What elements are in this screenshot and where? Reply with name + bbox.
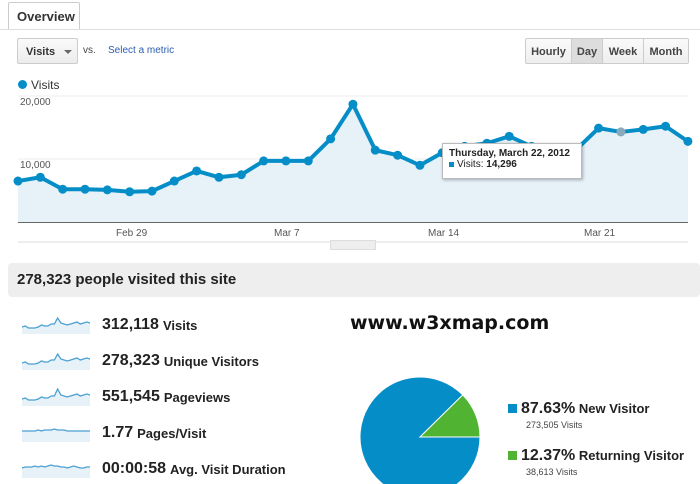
- data-point[interactable]: [102, 185, 112, 195]
- new-visitor-label: New Visitor: [578, 401, 650, 416]
- metric-label: Unique Visitors: [163, 353, 259, 369]
- x-tick: Mar 21: [584, 228, 616, 239]
- area-fill: [18, 104, 688, 222]
- data-point[interactable]: [236, 170, 246, 180]
- metric-label: Pages/Visit: [137, 425, 207, 441]
- data-point[interactable]: [147, 186, 157, 196]
- tooltip-value: 14,296: [486, 159, 517, 170]
- metric-value: 1.77: [102, 424, 134, 441]
- granularity-week-button[interactable]: Week: [602, 38, 644, 64]
- data-point[interactable]: [393, 150, 403, 160]
- data-point[interactable]: [504, 131, 514, 141]
- chevron-down-icon: [64, 50, 72, 58]
- metric-select-value: Visits: [26, 46, 56, 58]
- returning-visitor-label: Returning Visitor: [578, 448, 685, 463]
- vs-label: vs.: [83, 45, 96, 56]
- granularity-month-button[interactable]: Month: [643, 38, 689, 64]
- x-tick: Mar 7: [274, 228, 300, 239]
- pie-slice-new-visitor[interactable]: [359, 376, 481, 484]
- chart-legend: Visits: [18, 78, 59, 92]
- metric-select[interactable]: Visits: [17, 38, 78, 64]
- data-point[interactable]: [594, 123, 604, 133]
- data-point[interactable]: [58, 184, 68, 194]
- granularity-day-button[interactable]: Day: [571, 38, 603, 64]
- metric-value: 551,545: [102, 388, 160, 405]
- x-tick: Feb 29: [116, 228, 148, 239]
- data-point[interactable]: [281, 156, 291, 166]
- tab-overview[interactable]: Overview: [8, 2, 80, 30]
- sparkline: [22, 316, 90, 334]
- data-point[interactable]: [370, 145, 380, 155]
- metric-value: 312,118: [102, 316, 159, 333]
- metric-value: 278,323: [102, 352, 160, 369]
- watermark-text: www.w3xmap.com: [350, 312, 550, 334]
- sparkline: [22, 464, 90, 478]
- data-point[interactable]: [214, 172, 224, 182]
- metric-row[interactable]: 312,118 Visits: [22, 313, 197, 337]
- returning-visitor-pct: 12.37%: [521, 447, 576, 464]
- data-point[interactable]: [683, 136, 693, 146]
- data-point[interactable]: [616, 127, 626, 137]
- metric-row[interactable]: 551,545 Pageviews: [22, 385, 230, 409]
- y-tick: 20,000: [20, 97, 51, 108]
- returning-visitor-visits: 38,613 Visits: [526, 467, 578, 477]
- data-point[interactable]: [415, 160, 425, 170]
- metric-row[interactable]: 1.77 Pages/Visit: [22, 421, 206, 445]
- metric-label: Avg. Visit Duration: [170, 461, 286, 477]
- legend-label: Visits: [31, 78, 60, 92]
- data-point[interactable]: [348, 99, 358, 109]
- chart-resize-handle[interactable]: [330, 240, 376, 250]
- new-visitor-pct: 87.63%: [521, 400, 576, 417]
- data-point[interactable]: [638, 124, 648, 134]
- data-point[interactable]: [326, 134, 336, 144]
- sparkline: [22, 352, 90, 370]
- data-point[interactable]: [125, 187, 135, 197]
- metric-row[interactable]: 00:00:58 Avg. Visit Duration: [22, 457, 286, 481]
- y-tick: 10,000: [20, 160, 51, 171]
- new-visitor-visits: 273,505 Visits: [526, 420, 583, 430]
- new-visitor-swatch-icon: [508, 404, 517, 413]
- pie-slice-returning-visitor[interactable]: [418, 394, 481, 438]
- select-metric-link[interactable]: Select a metric: [108, 45, 175, 56]
- data-point[interactable]: [303, 156, 313, 166]
- sparkline: [22, 428, 90, 442]
- data-point[interactable]: [192, 166, 202, 176]
- metric-label: Visits: [162, 317, 198, 333]
- metric-row[interactable]: 278,323 Unique Visitors: [22, 349, 259, 373]
- chart-tooltip: Thursday, March 22, 2012 Visits: 14,296: [442, 143, 582, 179]
- metric-value: 00:00:58: [102, 460, 167, 477]
- tooltip-series-icon: [449, 161, 454, 167]
- data-point[interactable]: [35, 172, 45, 182]
- x-tick: Mar 14: [428, 228, 460, 239]
- sparkline: [22, 388, 90, 406]
- visits-chart: [13, 95, 693, 247]
- pie-legend-returning: 12.37% Returning Visitor: [508, 447, 684, 465]
- tab-divider: [0, 29, 700, 30]
- legend-dot-icon: [18, 80, 27, 89]
- tooltip-title: Thursday, March 22, 2012: [449, 148, 570, 159]
- data-point[interactable]: [169, 176, 179, 186]
- data-point[interactable]: [661, 121, 671, 131]
- metric-label: Pageviews: [163, 389, 231, 405]
- pie-legend-new: 87.63% New Visitor: [508, 400, 649, 418]
- data-point[interactable]: [80, 184, 90, 194]
- returning-visitor-swatch-icon: [508, 451, 517, 460]
- data-point[interactable]: [13, 176, 23, 186]
- summary-headline: 278,323 people visited this site: [8, 263, 700, 297]
- visitor-type-pie: [359, 376, 481, 484]
- data-point[interactable]: [259, 156, 269, 166]
- tooltip-label: Visits:: [457, 159, 484, 170]
